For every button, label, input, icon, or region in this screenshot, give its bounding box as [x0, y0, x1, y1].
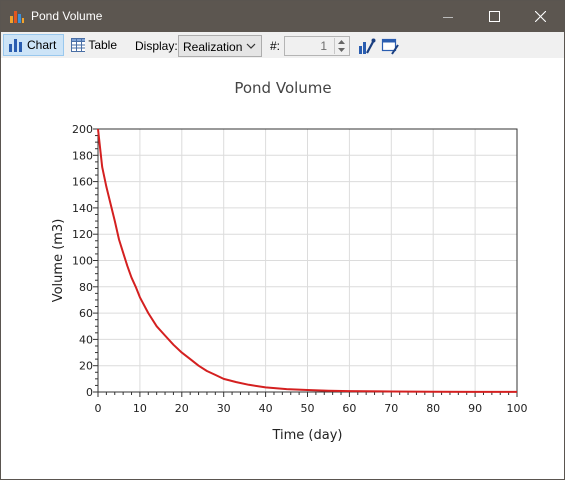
- display-label: Display:: [135, 39, 178, 53]
- chart-properties-icon: [359, 38, 376, 54]
- realization-number-value: 1: [320, 39, 327, 53]
- x-tick-label: 30: [217, 402, 231, 415]
- stepper-down-button[interactable]: [335, 46, 348, 54]
- x-tick-label: 90: [468, 402, 482, 415]
- chart-view-label: Chart: [27, 38, 57, 52]
- close-icon: [534, 11, 546, 22]
- y-tick-label: 40: [79, 333, 93, 346]
- chart-ticks: 0 10 20 30 40 50 60 70 80 90 100 0 20 40 60 80 100 120 140…: [72, 123, 528, 415]
- table-view-button[interactable]: Table: [67, 34, 121, 56]
- y-tick-label: 180: [72, 149, 93, 162]
- y-tick-label: 120: [72, 228, 93, 241]
- y-tick-label: 80: [79, 281, 93, 294]
- x-tick-label: 20: [175, 402, 189, 415]
- y-tick-label: 200: [72, 123, 93, 136]
- y-tick-label: 0: [86, 386, 93, 399]
- chart-grid: [97, 128, 518, 393]
- maximize-button[interactable]: [471, 1, 517, 32]
- bar-chart-icon: [9, 39, 22, 52]
- chart-style-icon: [381, 38, 399, 55]
- y-tick-label: 100: [72, 255, 93, 268]
- stepper-up-button[interactable]: [335, 38, 348, 46]
- chevron-up-icon: [338, 40, 345, 44]
- pond-volume-chart: Pond Volume 0 10 20 30 40 50 60 70 80 90 100 0 20 40 6…: [51, 79, 528, 443]
- minimize-button[interactable]: [425, 1, 471, 32]
- minimize-icon: [443, 16, 453, 18]
- bar-chart-app-icon: [9, 8, 25, 24]
- chart-view-button[interactable]: Chart: [3, 34, 64, 56]
- table-icon: [71, 38, 86, 52]
- chart-properties-button[interactable]: [358, 37, 376, 55]
- x-tick-label: 50: [301, 402, 315, 415]
- display-select-value: Realization: [183, 40, 243, 54]
- window-title: Pond Volume: [31, 9, 103, 23]
- chart-panel: Pond Volume 0 10 20 30 40 50 60 70 80 90 100 0 20 40 6…: [2, 58, 564, 479]
- y-tick-label: 140: [72, 202, 93, 215]
- close-button[interactable]: [517, 1, 563, 32]
- plot-frame: [97, 128, 518, 393]
- x-tick-label: 10: [133, 402, 147, 415]
- series-line: [97, 128, 517, 393]
- maximize-icon: [488, 11, 500, 22]
- x-tick-label: 60: [342, 402, 356, 415]
- toolbar: Chart Table Display: Realization #: 1: [1, 32, 564, 58]
- y-tick-label: 60: [79, 307, 93, 320]
- x-tick-label: 80: [426, 402, 440, 415]
- title-bar[interactable]: Pond Volume: [1, 1, 564, 32]
- x-axis-label: Time (day): [271, 428, 342, 443]
- chevron-down-icon: [338, 48, 345, 52]
- x-tick-label: 40: [259, 402, 273, 415]
- y-tick-label: 20: [79, 360, 93, 373]
- chart-style-button[interactable]: [381, 37, 399, 55]
- y-tick-label: 160: [72, 176, 93, 189]
- table-view-label: Table: [88, 38, 117, 52]
- display-select[interactable]: Realization: [178, 35, 262, 57]
- x-tick-label: 0: [95, 402, 102, 415]
- x-tick-label: 100: [507, 402, 528, 415]
- chevron-down-icon: [246, 43, 256, 49]
- chart-series: [97, 128, 517, 393]
- chart-title: Pond Volume: [234, 79, 331, 97]
- realization-number-stepper[interactable]: 1: [284, 36, 350, 56]
- number-label: #:: [270, 39, 281, 53]
- x-tick-label: 70: [384, 402, 398, 415]
- y-axis-label: Volume (m3): [51, 219, 66, 303]
